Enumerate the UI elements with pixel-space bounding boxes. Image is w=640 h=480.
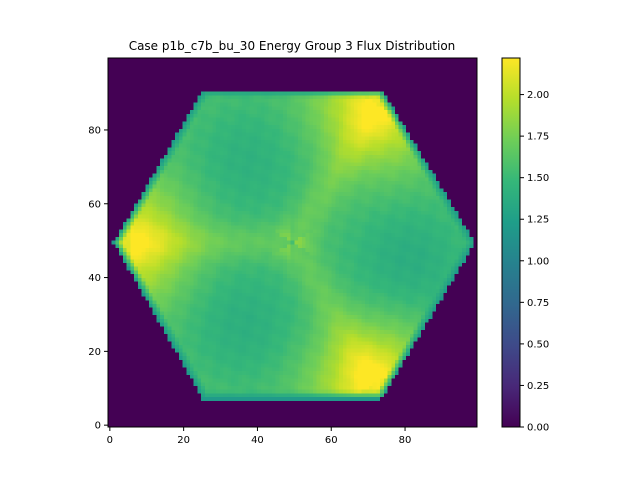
y-tick-label: 40 xyxy=(88,273,101,284)
x-tick-label: 0 xyxy=(107,435,113,446)
y-tick-label: 60 xyxy=(88,199,101,210)
x-axis: 0 20 40 60 80 xyxy=(107,427,412,446)
colorbar-gradient xyxy=(502,58,520,427)
y-tick-label: 80 xyxy=(88,125,101,136)
x-tick-label: 60 xyxy=(325,435,338,446)
plot-frame xyxy=(107,57,478,428)
colorbar-frame xyxy=(501,57,521,428)
colorbar-tick-label: 0.00 xyxy=(527,423,549,434)
colorbar-tick-label: 1.00 xyxy=(527,256,549,267)
colorbar-tick-label: 1.25 xyxy=(527,215,549,226)
y-axis: 0 20 40 60 80 xyxy=(88,125,108,432)
x-tick-label: 40 xyxy=(251,435,264,446)
colorbar: 0.00 0.25 0.50 0.75 1.00 1.25 1.50 1.75 2.00 xyxy=(501,57,549,434)
colorbar-tick-label: 2.00 xyxy=(527,90,549,101)
heatmap-plot: 0 20 40 60 80 0 20 40 60 80 xyxy=(88,57,478,446)
colorbar-tick-label: 1.50 xyxy=(527,173,549,184)
colorbar-tick-label: 0.25 xyxy=(527,381,549,392)
colorbar-tick-label: 0.50 xyxy=(527,339,549,350)
colorbar-tick-label: 1.75 xyxy=(527,132,549,143)
colorbar-tick-label: 0.75 xyxy=(527,298,549,309)
x-tick-label: 20 xyxy=(177,435,190,446)
y-tick-label: 0 xyxy=(95,421,101,432)
chart-title: Case p1b_c7b_bu_30 Energy Group 3 Flux D… xyxy=(129,39,456,53)
flux-heatmap-image xyxy=(108,58,477,427)
colorbar-ticks: 0.00 0.25 0.50 0.75 1.00 1.25 1.50 1.75 2.00 xyxy=(520,90,549,434)
y-tick-label: 20 xyxy=(88,347,101,358)
x-tick-label: 80 xyxy=(399,435,412,446)
